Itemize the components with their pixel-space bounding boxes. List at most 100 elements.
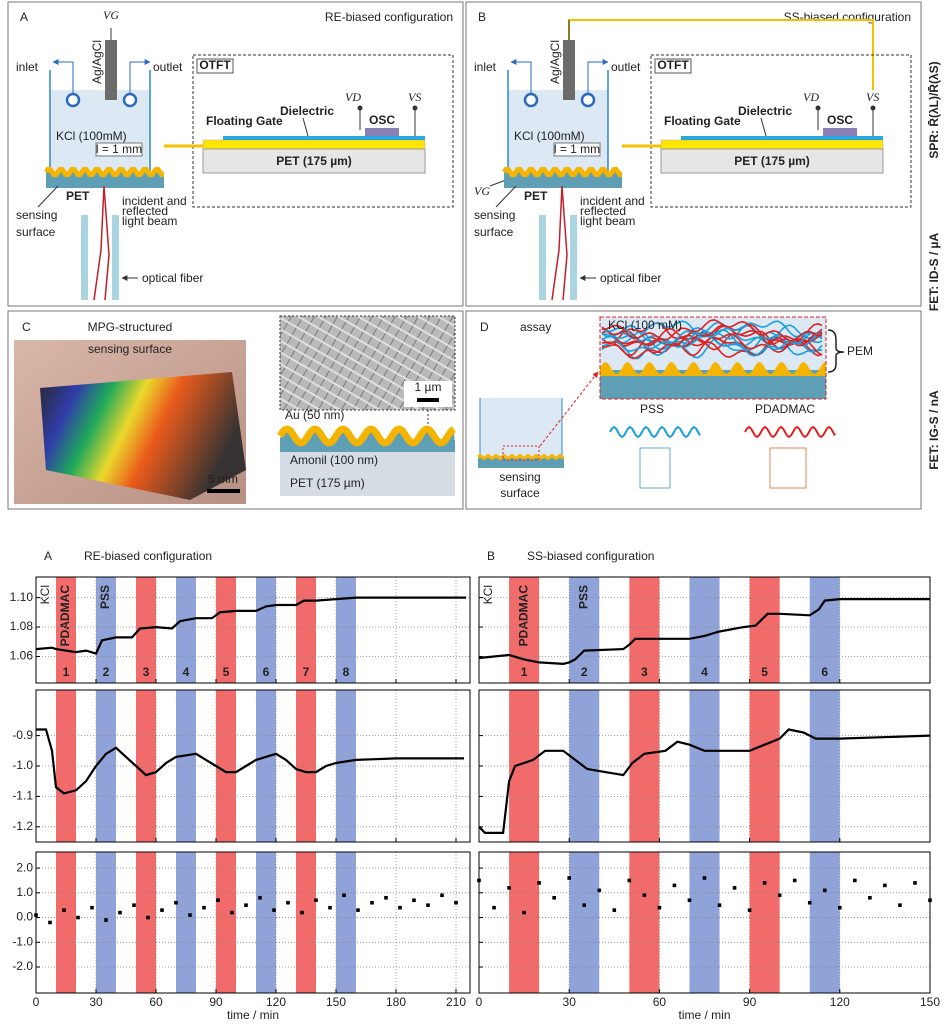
treatment-band: [509, 852, 540, 993]
scale-box: [404, 381, 452, 407]
data-point: [440, 893, 444, 898]
x-tick-label: 150: [920, 995, 940, 1009]
sensing-label: sensing: [16, 208, 57, 222]
pointer: [495, 185, 517, 208]
plot-frame: [35, 851, 471, 994]
x-tick-label: 90: [209, 995, 223, 1009]
otft-substrate: [660, 148, 884, 174]
data-point: [132, 903, 136, 907]
x-axis-label: time / min: [678, 1008, 730, 1022]
y-tick-label: 1.08: [10, 619, 34, 633]
treatment-band: [176, 852, 196, 993]
treatment-band: [336, 852, 356, 993]
fiber-label: optical fiber: [600, 271, 661, 285]
data-point: [537, 881, 541, 885]
distance-label: l = 1 mm: [554, 142, 600, 156]
data-point: [672, 883, 677, 888]
treatment-band: [96, 852, 116, 993]
substrate: [504, 172, 622, 188]
pss-chain: [609, 425, 701, 439]
treatment-band: [569, 577, 600, 683]
chart-title: SS-biased configuration: [527, 549, 654, 563]
dielectric-label: Dielectric: [280, 104, 334, 118]
data-point: [762, 881, 767, 885]
port: [523, 92, 539, 108]
y-axis-label: FET: ID-S / µA: [927, 233, 941, 312]
step-label: 6: [263, 665, 270, 679]
osc-label: OSC: [827, 113, 853, 127]
substrate: [46, 172, 164, 188]
cell: [480, 398, 562, 456]
floating-gate: [202, 139, 426, 150]
distance-box: [553, 142, 601, 157]
osc-label: OSC: [369, 113, 395, 127]
data-point: [230, 910, 234, 915]
vg-label: VG: [474, 184, 490, 198]
data-point: [258, 895, 262, 900]
data-point: [272, 908, 276, 912]
gold-wave: [277, 425, 456, 447]
layer-label: Au (50 nm): [285, 408, 344, 422]
panel-title: SS-biased configuration: [784, 10, 911, 24]
y-tick-label: 1.06: [10, 649, 34, 663]
vg-label: VG: [103, 8, 119, 22]
data-line: [35, 596, 466, 655]
step-label: 3: [143, 665, 150, 679]
optical-fiber: [81, 215, 88, 300]
data-point: [62, 908, 66, 912]
data-point: [244, 903, 248, 907]
otft-substrate: [202, 148, 426, 174]
beam-label: incident and: [580, 194, 645, 208]
data-line: [478, 598, 930, 666]
data-point: [160, 908, 164, 912]
otft-tag: [654, 58, 692, 74]
electrolyte-label: KCl (100mM): [514, 129, 585, 143]
pem-label: PEM: [847, 344, 873, 358]
data-point: [76, 915, 80, 920]
optical-fiber: [570, 215, 577, 300]
x-tick-label: 30: [89, 995, 103, 1009]
data-point: [642, 893, 647, 898]
pdadmac-chain: [744, 425, 836, 439]
distance-box: [95, 142, 143, 157]
treatment-band: [296, 852, 316, 993]
sensing-label: surface: [500, 486, 540, 500]
data-point: [492, 905, 496, 910]
flow-arrow: [52, 59, 74, 93]
treatment-band: [569, 852, 600, 993]
treatment-band: [256, 690, 276, 842]
beam-label: light beam: [580, 214, 635, 228]
reagent-label: PDADMAC: [58, 585, 72, 647]
treatment-band: [689, 577, 720, 683]
vg-wire: [489, 179, 507, 187]
treatment-band: [56, 852, 76, 993]
reference-electrode: [105, 40, 117, 100]
amonil-wave: [280, 431, 455, 452]
treatment-band: [136, 852, 156, 993]
data-point: [807, 900, 812, 905]
data-point: [146, 915, 150, 920]
data-point: [552, 895, 556, 900]
y-tick-label: -1.1: [12, 789, 33, 803]
data-point: [398, 905, 402, 910]
substrate: [478, 458, 564, 468]
y-tick-label: 1.0: [16, 885, 33, 899]
pdadmac-structure: [769, 447, 807, 489]
beam-label: reflected: [580, 204, 626, 218]
chart-title: RE-biased configuration: [84, 549, 212, 563]
reference-electrode: [563, 40, 575, 100]
electrode-label: Ag/AgCl: [90, 40, 104, 84]
step-label: 2: [103, 665, 110, 679]
data-point: [216, 898, 220, 903]
data-line: [478, 728, 931, 834]
dielectric: [681, 136, 883, 140]
otft-tag: [196, 58, 234, 74]
data-point: [356, 908, 360, 912]
reagent-label: PSS: [576, 585, 590, 609]
data-point: [522, 910, 526, 915]
data-point: [612, 908, 617, 912]
beam-label: incident and: [122, 194, 187, 208]
outlet-label: outlet: [153, 60, 183, 74]
data-point: [370, 900, 374, 905]
y-tick-label: 1.10: [10, 590, 34, 604]
